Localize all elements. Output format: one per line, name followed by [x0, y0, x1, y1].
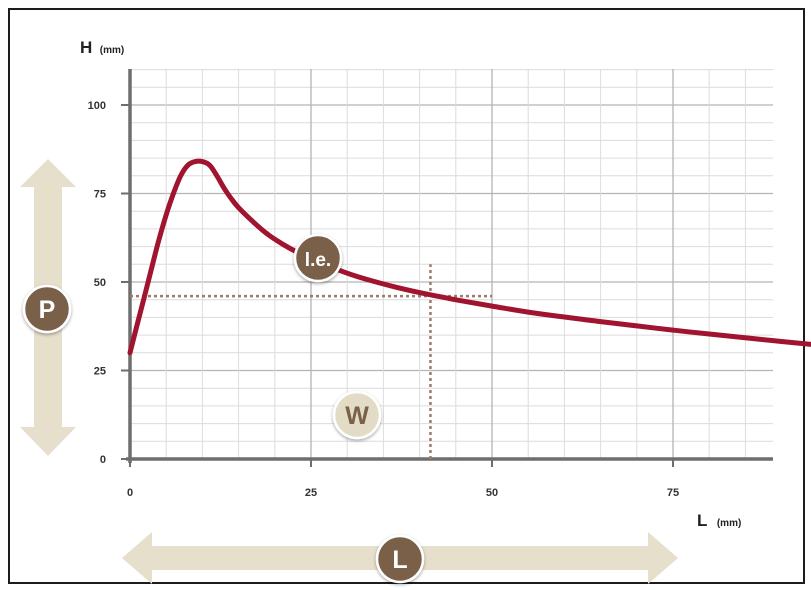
y-axis-letter: H: [80, 38, 92, 57]
x-tick-labels: 0255075100125150: [127, 487, 679, 499]
badge-le: l.e.: [293, 233, 343, 283]
y-axis-unit: (mm): [100, 45, 124, 56]
axes: [121, 69, 773, 467]
series-curve: [127, 158, 811, 356]
badge-w-letter: W: [345, 402, 369, 430]
badge-le-label: l.e.: [305, 250, 331, 271]
x-tick-label: 0: [127, 487, 133, 499]
badge-p: P: [22, 284, 72, 334]
x-tick-label: 25: [305, 487, 317, 499]
badge-l-letter: L: [392, 546, 407, 574]
y-tick-labels: 0 25 50 75 100: [88, 100, 106, 466]
y-tick-label: 25: [94, 366, 106, 378]
y-tick-label: 75: [94, 189, 106, 201]
x-tick-label: 75: [667, 487, 679, 499]
grid: [129, 69, 773, 460]
chart-frame: [8, 8, 805, 584]
svg-text:H (mm): H (mm): [80, 38, 124, 57]
badge-p-letter: P: [39, 296, 56, 324]
badge-l: L: [375, 534, 425, 584]
x-tick-label: 50: [486, 487, 498, 499]
y-tick-label: 50: [94, 277, 106, 289]
svg-text:L (mm): L (mm): [697, 511, 741, 530]
badge-w: W: [332, 390, 382, 440]
y-tick-label: 0: [100, 454, 106, 466]
y-tick-label: 100: [88, 100, 106, 112]
x-axis-letter: L: [697, 511, 707, 530]
x-axis-unit: (mm): [717, 518, 741, 529]
